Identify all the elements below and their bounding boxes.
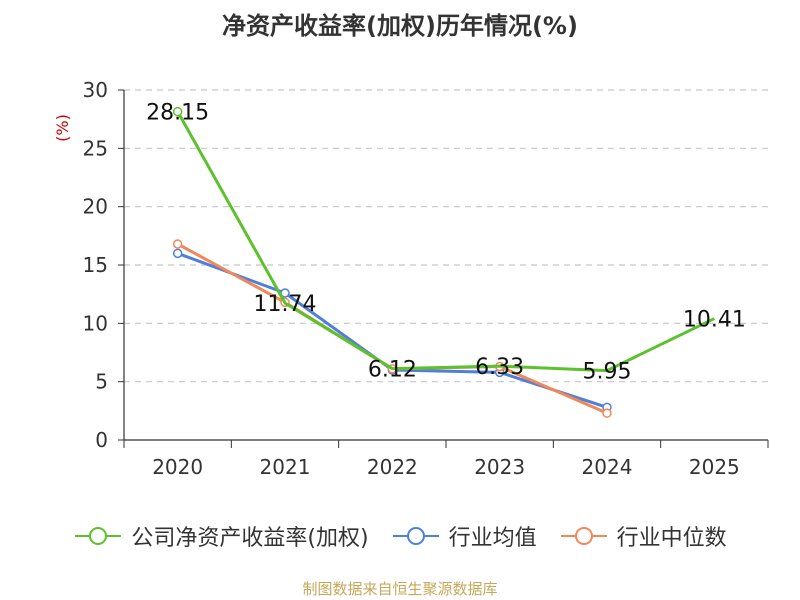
- data-label: 6.12: [368, 358, 417, 383]
- legend-marker-industry-median: [560, 527, 607, 545]
- data-point-2: [172, 239, 183, 249]
- legend-label-industry-mean: 行业均值: [448, 526, 537, 551]
- x-tick-label: 2020: [152, 455, 203, 479]
- y-tick-label: 20: [83, 195, 108, 219]
- data-point-2: [602, 408, 612, 418]
- y-tick-label: 25: [83, 136, 108, 160]
- chart-title: 净资产收益率(加权)历年情况(%): [222, 12, 578, 40]
- y-tick-label: 30: [83, 78, 108, 102]
- data-label: 6.33: [475, 355, 524, 380]
- legend-item-company[interactable]: 公司净资产收益率(加权): [73, 520, 369, 552]
- legend-marker-company: [75, 527, 122, 545]
- data-point-1: [172, 248, 183, 259]
- data-label: 10.41: [683, 308, 746, 333]
- y-tick-label: 15: [83, 253, 108, 277]
- legend: 公司净资产收益率(加权) 行业均值 行业中位数: [0, 520, 800, 552]
- x-tick-label: 2021: [260, 455, 311, 479]
- data-label: 5.95: [583, 360, 632, 385]
- y-tick-label: 10: [83, 311, 108, 335]
- series-line-0: [176, 110, 715, 373]
- legend-label-company: 公司净资产收益率(加权): [131, 526, 369, 551]
- legend-label-industry-median: 行业中位数: [616, 526, 727, 551]
- y-tick-label: 0: [95, 428, 108, 452]
- x-tick-label: 2025: [689, 455, 740, 479]
- data-point-0: [172, 106, 183, 117]
- x-tick-label: 2022: [367, 455, 418, 479]
- y-axis-label: (%): [53, 114, 72, 142]
- source-note: 制图数据来自恒生聚源数据库: [302, 580, 498, 598]
- legend-marker-industry-mean: [392, 527, 439, 545]
- data-label: 28.15: [146, 101, 209, 126]
- x-tick-label: 2023: [474, 455, 525, 479]
- y-tick-label: 5: [95, 370, 108, 394]
- legend-item-industry-median[interactable]: 行业中位数: [559, 520, 727, 552]
- data-label: 11.74: [254, 292, 317, 317]
- legend-item-industry-mean[interactable]: 行业均值: [391, 520, 537, 552]
- x-tick-label: 2024: [582, 455, 633, 479]
